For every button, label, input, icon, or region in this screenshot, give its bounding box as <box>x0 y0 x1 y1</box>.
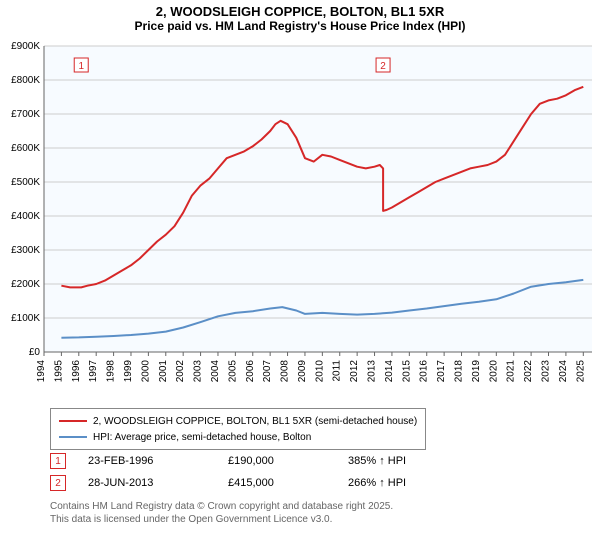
svg-text:£800K: £800K <box>11 75 40 86</box>
svg-text:2013: 2013 <box>367 360 378 383</box>
svg-text:1996: 1996 <box>71 360 82 383</box>
svg-text:1994: 1994 <box>36 360 47 383</box>
legend-item: HPI: Average price, semi-detached house,… <box>59 429 417 445</box>
svg-text:2007: 2007 <box>262 360 273 383</box>
svg-text:1997: 1997 <box>88 360 99 383</box>
svg-text:£700K: £700K <box>11 109 40 120</box>
svg-text:2: 2 <box>380 61 386 72</box>
svg-text:2019: 2019 <box>471 360 482 383</box>
svg-text:2005: 2005 <box>227 360 238 383</box>
sale-price: £190,000 <box>228 455 348 467</box>
sale-hpi: 385% ↑ HPI <box>348 455 488 467</box>
svg-text:2017: 2017 <box>436 360 447 383</box>
legend-label: 2, WOODSLEIGH COPPICE, BOLTON, BL1 5XR (… <box>93 416 417 427</box>
svg-text:2003: 2003 <box>193 360 204 383</box>
svg-text:2023: 2023 <box>541 360 552 383</box>
legend-label: HPI: Average price, semi-detached house,… <box>93 432 311 443</box>
chart-subtitle: Price paid vs. HM Land Registry's House … <box>0 19 600 33</box>
svg-text:1998: 1998 <box>106 360 117 383</box>
svg-text:2020: 2020 <box>488 360 499 383</box>
legend-swatch <box>59 420 87 422</box>
svg-text:2002: 2002 <box>175 360 186 383</box>
svg-text:1995: 1995 <box>53 360 64 383</box>
svg-text:2024: 2024 <box>558 360 569 383</box>
svg-text:2018: 2018 <box>454 360 465 383</box>
svg-text:2008: 2008 <box>280 360 291 383</box>
legend-item: 2, WOODSLEIGH COPPICE, BOLTON, BL1 5XR (… <box>59 413 417 429</box>
svg-text:2016: 2016 <box>419 360 430 383</box>
svg-text:2014: 2014 <box>384 360 395 383</box>
svg-text:£100K: £100K <box>11 313 40 324</box>
legend: 2, WOODSLEIGH COPPICE, BOLTON, BL1 5XR (… <box>50 408 426 450</box>
sale-row: 1 23-FEB-1996 £190,000 385% ↑ HPI <box>50 450 488 472</box>
svg-text:2001: 2001 <box>158 360 169 383</box>
svg-text:2011: 2011 <box>332 360 343 382</box>
sale-marker-icon: 2 <box>50 475 66 491</box>
sales-table: 1 23-FEB-1996 £190,000 385% ↑ HPI 2 28-J… <box>50 450 488 494</box>
svg-text:£600K: £600K <box>11 143 40 154</box>
footnote-line: This data is licensed under the Open Gov… <box>50 513 393 526</box>
sale-price: £415,000 <box>228 477 348 489</box>
svg-text:2025: 2025 <box>575 360 586 383</box>
sale-date: 23-FEB-1996 <box>88 455 228 467</box>
sale-row: 2 28-JUN-2013 £415,000 266% ↑ HPI <box>50 472 488 494</box>
sale-marker-icon: 1 <box>50 453 66 469</box>
svg-text:£500K: £500K <box>11 177 40 188</box>
svg-text:£400K: £400K <box>11 211 40 222</box>
svg-text:2004: 2004 <box>210 360 221 383</box>
svg-text:2012: 2012 <box>349 360 360 383</box>
legend-swatch <box>59 436 87 438</box>
chart-svg: £0 £100K £200K £300K £400K £500K £600K £700K £80… <box>0 40 600 400</box>
svg-text:2010: 2010 <box>314 360 325 383</box>
sale-hpi: 266% ↑ HPI <box>348 477 488 489</box>
svg-text:£0: £0 <box>29 347 41 358</box>
svg-text:2006: 2006 <box>245 360 256 383</box>
svg-text:2009: 2009 <box>297 360 308 383</box>
svg-text:1999: 1999 <box>123 360 134 383</box>
svg-text:£900K: £900K <box>11 41 40 52</box>
svg-text:2000: 2000 <box>140 360 151 383</box>
footnote: Contains HM Land Registry data © Crown c… <box>50 500 393 526</box>
sale-date: 28-JUN-2013 <box>88 477 228 489</box>
svg-text:£200K: £200K <box>11 279 40 290</box>
svg-text:1: 1 <box>78 61 84 72</box>
chart-container: 2, WOODSLEIGH COPPICE, BOLTON, BL1 5XR P… <box>0 0 600 560</box>
chart-area: £0 £100K £200K £300K £400K £500K £600K £700K £80… <box>0 40 600 400</box>
title-block: 2, WOODSLEIGH COPPICE, BOLTON, BL1 5XR P… <box>0 0 600 33</box>
footnote-line: Contains HM Land Registry data © Crown c… <box>50 500 393 513</box>
svg-text:2015: 2015 <box>401 360 412 383</box>
svg-text:2022: 2022 <box>523 360 534 383</box>
chart-title: 2, WOODSLEIGH COPPICE, BOLTON, BL1 5XR <box>0 4 600 19</box>
svg-text:£300K: £300K <box>11 245 40 256</box>
svg-text:2021: 2021 <box>506 360 517 383</box>
